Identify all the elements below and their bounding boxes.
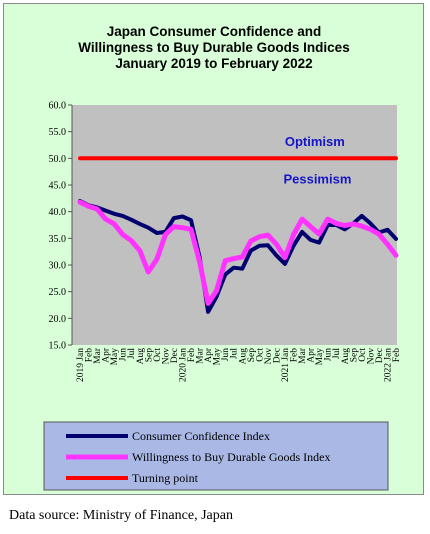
x-tick-label: 2022 Jan [383,348,393,382]
x-tick-label: Feb [187,348,197,363]
y-tick-label: 40.0 [49,207,67,218]
chart-frame: Japan Consumer Confidence and Willingness… [3,3,424,495]
x-tick-label: Mar [93,347,103,364]
x-tick-label: Nov [366,348,376,365]
x-tick-label: Jun [324,348,334,361]
x-tick-label: Apr [204,347,214,363]
x-tick-label: Jul [332,348,342,359]
x-tick-label: Jun [119,348,129,361]
series-line-1 [77,199,399,306]
x-tick-label: Jul [230,348,240,359]
chart: Japan Consumer Confidence andWillingness… [43,24,402,491]
x-tick-label: Apr [307,347,317,363]
x-tick-label: Apr [102,347,112,363]
x-tick-label: Aug [238,348,248,365]
x-tick-label: Dec [272,348,282,363]
x-tick-label: Dec [375,348,385,363]
y-tick-label: 25.0 [49,287,67,298]
x-tick-label: Feb [290,348,300,363]
annotation-label: Optimism [285,134,345,149]
y-tick-label: 45.0 [49,181,67,192]
y-tick-label: 60.0 [49,101,67,112]
x-tick-label: Oct [255,348,265,362]
x-tick-label: Mar [298,347,308,364]
x-tick-label: Nov [264,348,274,365]
x-tick-label: May [315,348,325,366]
x-tick-label: Oct [358,348,368,362]
y-axis-ticks: 60.0 55.0 50.0 45.0 40.0 35.0 30.0 25.0 20.0 15.0 [49,101,72,352]
chart-title-line: Japan Consumer Confidence and [107,24,322,39]
x-tick-label: Feb [85,348,95,363]
x-tick-label: 2021 Jan [281,348,291,382]
legend-label: Consumer Confidence Index [132,429,270,443]
x-tick-label: Sep [144,348,154,363]
y-tick-label: 20.0 [49,314,67,325]
legend-label: Willingness to Buy Durable Goods Index [132,450,331,464]
annotation-label: Pessimism [283,171,351,186]
chart-title: Japan Consumer Confidence andWillingness… [78,24,349,71]
series-lines [77,156,399,314]
x-tick-label: Aug [136,348,146,365]
x-tick-label: Feb [392,348,402,363]
x-tick-label: Dec [170,348,180,363]
x-tick-label: May [213,348,223,366]
legend: Consumer Confidence Index Willingness to … [66,429,331,485]
x-tick-label: Mar [196,347,206,364]
y-tick-label: 55.0 [49,127,67,138]
x-tick-label: Jun [221,348,231,361]
y-tick-label: 30.0 [49,261,67,272]
x-tick-label: Sep [247,348,257,363]
y-tick-label: 15.0 [49,341,67,352]
x-tick-label: Aug [341,348,351,365]
x-tick-label: Sep [349,348,359,363]
source-note: Data source: Ministry of Finance, Japan [9,508,233,523]
y-tick-label: 35.0 [49,234,67,245]
y-tick-label: 50.0 [49,154,67,165]
legend-label: Turning point [132,471,199,485]
x-tick-label: 2019 Jan [76,348,86,382]
chart-title-line: January 2019 to February 2022 [115,56,312,71]
x-tick-label: 2020 Jan [178,348,188,382]
x-tick-label: Oct [153,348,163,362]
series-line-0 [78,199,398,314]
chart-title-line: Willingness to Buy Durable Goods Indices [78,40,349,55]
x-tick-label: May [110,348,120,366]
x-tick-label: Jul [127,348,137,359]
x-tick-label: Nov [161,348,171,365]
annotations: Optimism Pessimism [283,134,351,186]
x-axis-ticks: 2019 JanFebMarAprMayJunJulAugSepOctNovDe… [76,347,402,382]
